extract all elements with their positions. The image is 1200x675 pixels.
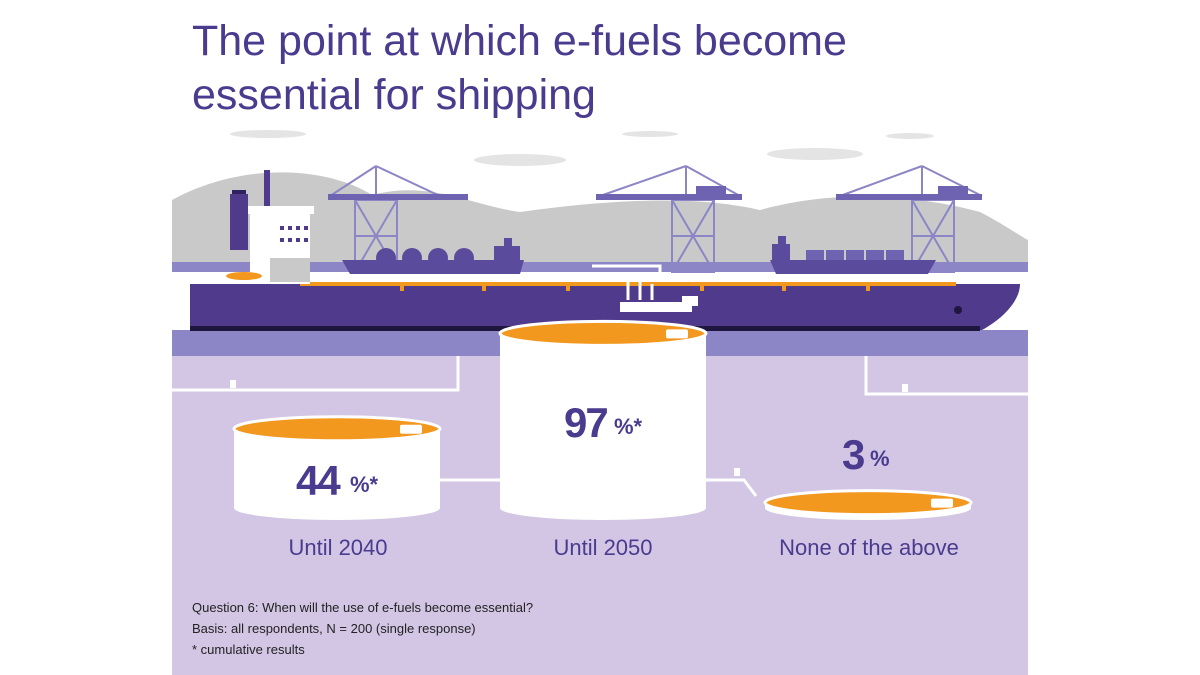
tank-hatch	[931, 498, 953, 508]
tank-top	[763, 489, 973, 517]
lng-carrier	[342, 238, 524, 274]
value-label-0: 44	[296, 457, 341, 504]
category-label-1: Until 2050	[553, 535, 653, 560]
tanker-hull	[190, 284, 1020, 330]
crane-2-boom	[596, 194, 742, 200]
tank-2	[763, 489, 973, 520]
value-suffix-2: %	[870, 446, 890, 471]
value-suffix-0: %*	[350, 472, 379, 497]
footnote-question: Question 6: When will the use of e-fuels…	[192, 600, 534, 615]
tank-top	[498, 319, 708, 347]
container-ship	[770, 236, 936, 274]
footnote-basis: Basis: all respondents, N = 200 (single …	[192, 621, 476, 636]
tank-hatch	[400, 424, 422, 434]
tanker	[190, 170, 1020, 331]
crane-1-boom	[328, 194, 468, 200]
pipes	[172, 356, 1028, 497]
tank-hatch	[666, 329, 688, 339]
value-label-1: 97	[564, 399, 609, 446]
footnote-cumulative: * cumulative results	[192, 642, 305, 657]
tank-top	[232, 415, 442, 443]
tank-0	[232, 415, 442, 520]
funnel	[230, 194, 248, 250]
tank-body	[500, 333, 706, 520]
value-suffix-1: %*	[614, 414, 643, 439]
tanks	[232, 319, 973, 520]
tank-body	[234, 428, 440, 520]
value-label-2: 3	[842, 431, 865, 478]
crane-3-boom	[836, 194, 982, 200]
clouds	[230, 130, 934, 166]
category-label-0: Until 2040	[288, 535, 388, 560]
chart-title: The point at which e-fuels become essent…	[192, 17, 847, 119]
crane-3	[839, 165, 983, 273]
lifeboat	[226, 272, 262, 280]
tank-1	[498, 319, 708, 520]
category-label-2: None of the above	[779, 535, 959, 560]
